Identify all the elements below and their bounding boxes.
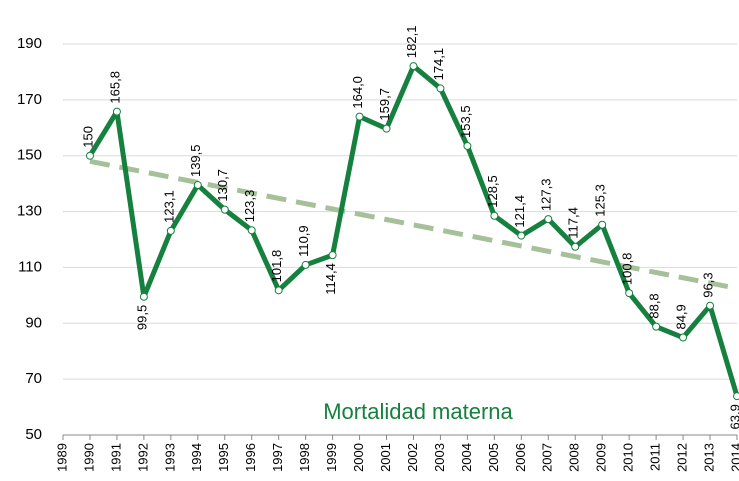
data-label: 99,5 <box>134 305 149 330</box>
data-point <box>355 112 364 121</box>
x-tick-label: 1992 <box>135 443 150 472</box>
legend-label: Mortalidad materna <box>323 399 513 424</box>
data-label: 101,8 <box>269 250 284 283</box>
data-label: 150 <box>80 126 95 148</box>
y-tick-label: 170 <box>17 91 42 108</box>
data-label: 139,5 <box>188 144 203 177</box>
data-point <box>85 151 94 160</box>
trend-line <box>89 158 738 291</box>
data-point <box>409 62 418 71</box>
x-tick-label: 2013 <box>701 443 716 472</box>
data-label: 96,3 <box>700 272 715 297</box>
data-point <box>166 226 175 235</box>
x-tick-label: 2004 <box>459 443 474 472</box>
data-point <box>463 141 472 150</box>
data-point <box>328 251 337 260</box>
x-tick-label: 1996 <box>243 443 258 472</box>
y-tick-label: 50 <box>25 426 42 443</box>
data-label: 153,5 <box>458 105 473 138</box>
data-point <box>139 292 148 301</box>
data-point <box>247 226 256 235</box>
data-point <box>193 181 202 190</box>
data-label: 84,9 <box>674 304 689 329</box>
data-label: 110,9 <box>296 225 311 257</box>
data-label: 164,0 <box>350 76 365 109</box>
y-tick-label: 90 <box>25 314 42 331</box>
data-point <box>436 84 445 93</box>
y-tick-label: 150 <box>17 147 42 164</box>
data-label: 127,3 <box>539 179 554 212</box>
x-tick-label: 2000 <box>351 443 366 472</box>
x-tick-label: 2010 <box>621 443 636 472</box>
data-label: 117,4 <box>566 207 581 239</box>
x-tick-label: 2002 <box>405 443 420 472</box>
data-point <box>382 124 391 133</box>
x-tick-label: 1991 <box>108 443 123 472</box>
x-tick-label: 2009 <box>594 443 609 472</box>
x-tick-label: 1993 <box>162 443 177 472</box>
x-tick-label: 1989 <box>54 443 69 472</box>
x-tick-label: 1999 <box>324 443 339 472</box>
data-point <box>679 333 688 342</box>
data-point <box>517 231 526 240</box>
y-tick-label: 130 <box>17 203 42 220</box>
data-point <box>544 215 553 224</box>
data-label: 125,3 <box>593 184 608 217</box>
data-label: 128,5 <box>485 175 500 208</box>
data-point <box>220 205 229 214</box>
data-label: 88,8 <box>647 293 662 318</box>
x-tick-label: 2001 <box>378 443 393 472</box>
x-tick-label: 1997 <box>270 443 285 472</box>
data-label: 182,1 <box>404 26 419 59</box>
data-point <box>112 107 121 116</box>
x-tick-label: 2014 <box>728 443 739 472</box>
data-point <box>301 260 310 269</box>
x-tick-label: 2005 <box>486 443 501 472</box>
data-label: 165,8 <box>107 71 122 104</box>
x-tick-label: 2012 <box>675 443 690 472</box>
x-tick-label: 1994 <box>189 443 204 472</box>
data-label: 121,4 <box>512 195 527 228</box>
data-label: 174,1 <box>431 48 446 81</box>
x-tick-label: 2006 <box>513 443 528 472</box>
data-point <box>274 286 283 295</box>
data-label: 159,7 <box>377 88 392 121</box>
data-label: 130,7 <box>215 169 230 202</box>
data-point <box>625 289 634 298</box>
data-point <box>733 392 739 401</box>
data-point <box>598 220 607 229</box>
data-label: 123,3 <box>242 190 257 223</box>
data-label: 63,9 <box>727 404 739 429</box>
x-tick-label: 1995 <box>216 443 231 472</box>
x-tick-label: 2003 <box>432 443 447 472</box>
y-tick-label: 110 <box>18 258 42 275</box>
x-tick-label: 2007 <box>540 443 555 472</box>
x-tick-label: 1990 <box>81 443 96 472</box>
x-tick-label: 1998 <box>297 443 312 472</box>
x-tick-label: 2011 <box>648 443 663 471</box>
y-tick-label: 70 <box>25 370 42 387</box>
data-point <box>571 242 580 251</box>
data-point <box>490 211 499 220</box>
data-label: 114,4 <box>323 263 338 295</box>
data-line <box>87 63 739 397</box>
data-point <box>652 322 661 331</box>
data-label: 100,8 <box>620 253 635 286</box>
y-tick-label: 190 <box>17 35 42 52</box>
x-tick-label: 2008 <box>567 443 582 472</box>
data-point <box>706 301 715 310</box>
data-label: 123,1 <box>161 190 176 223</box>
